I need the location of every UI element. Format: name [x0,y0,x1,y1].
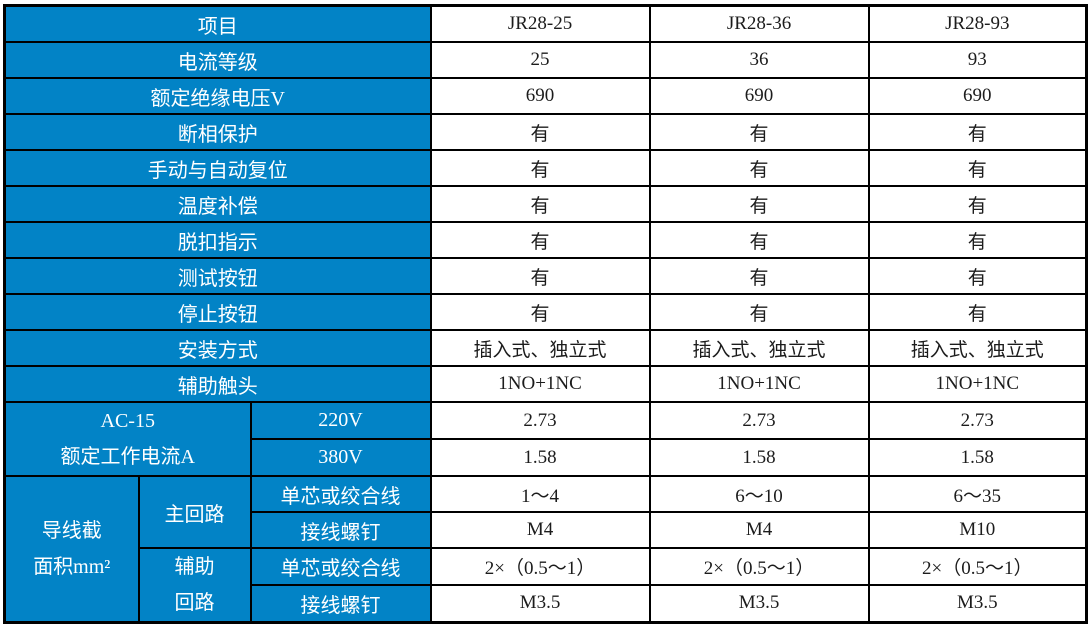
aux-circuit-label-line2: 回路 [174,592,215,614]
row-stop-button: 停止按钮 有 有 有 [3,293,1088,331]
value-cell: 2.73 [648,401,870,440]
value-cell: 1NO+1NC [648,365,870,403]
sub-label-cell-screw: 接线螺钉 [249,583,432,624]
aux-circuit-group-cell: 辅助 回路 [137,547,252,624]
ac15-label-line2: 额定工作电流A [60,446,195,468]
value-cell: 690 [648,77,870,115]
row-label-cell: 辅助触头 [3,365,432,403]
value-cell: 有 [429,293,651,331]
row-label-cell: 断相保护 [3,113,432,151]
header-model-jr28-93: JR28-93 [867,4,1088,43]
sub-label-cell-380v: 380V [249,438,432,477]
value-cell: 有 [429,149,651,187]
row-temperature-compensation: 温度补偿 有 有 有 [3,185,1088,223]
header-row: 项目 JR28-25 JR28-36 JR28-93 [3,4,1088,43]
value-cell: M10 [867,511,1088,549]
value-cell: 有 [867,149,1088,187]
value-cell: 6～10 [648,475,870,513]
row-label-cell: 安装方式 [3,329,432,367]
value-cell: 1.58 [429,438,651,477]
row-manual-auto-reset: 手动与自动复位 有 有 有 [3,149,1088,187]
row-phase-failure-protection: 断相保护 有 有 有 [3,113,1088,151]
row-current-rating: 电流等级 25 36 93 [3,41,1088,79]
value-cell: 有 [648,293,870,331]
value-cell: M3.5 [429,583,651,624]
sub-label-cell-wire-type: 单芯或绞合线 [249,475,432,513]
row-ac15-220v: AC-15 额定工作电流A 220V 2.73 2.73 2.73 [3,401,1088,477]
header-item-cell: 项目 [3,4,432,43]
value-cell: 有 [867,185,1088,223]
value-cell: 93 [867,41,1088,79]
row-auxiliary-contacts: 辅助触头 1NO+1NC 1NO+1NC 1NO+1NC [3,365,1088,403]
sub-label-cell-screw: 接线螺钉 [249,511,432,549]
value-cell: 有 [429,221,651,259]
value-cell: 有 [429,257,651,295]
value-cell: 有 [429,185,651,223]
value-cell: 2.73 [867,401,1088,440]
row-ac15-380v: 380V 1.58 1.58 1.58 [5,438,1088,477]
row-main-circuit-wire: 导线截 面积mm² 主回路 单芯或绞合线 1～4 6～10 6～35 [3,475,1088,624]
value-cell: 1.58 [867,438,1088,477]
value-cell: 690 [867,77,1088,115]
value-cell: 有 [648,185,870,223]
header-model-jr28-25: JR28-25 [429,4,651,43]
row-aux-circuit-screw: 接线螺钉 M3.5 M3.5 M3.5 [5,583,1088,624]
row-label-cell: 停止按钮 [3,293,432,331]
row-aux-circuit-wire: 辅助 回路 单芯或绞合线 2×（0.5～1） 2×（0.5～1） 2×（0.5～… [5,547,1088,624]
value-cell: 2×（0.5～1） [429,547,651,586]
wire-label-line2: 面积mm² [33,556,111,578]
value-cell: 6～35 [867,475,1088,513]
value-cell: 插入式、独立式 [429,329,651,367]
value-cell: 2×（0.5～1） [648,547,870,586]
value-cell: 有 [648,257,870,295]
row-mounting-type: 安装方式 插入式、独立式 插入式、独立式 插入式、独立式 [3,329,1088,367]
value-cell: 25 [429,41,651,79]
value-cell: 2×（0.5～1） [867,547,1088,586]
value-cell: M4 [429,511,651,549]
row-label-cell: 手动与自动复位 [3,149,432,187]
ac15-label-line1: AC-15 [100,410,155,432]
value-cell: 2.73 [429,401,651,440]
spec-table: 项目 JR28-25 JR28-36 JR28-93 电流等级 25 36 93… [3,4,1088,624]
sub-label-cell-wire-type: 单芯或绞合线 [249,547,432,586]
value-cell: M3.5 [648,583,870,624]
header-model-jr28-36: JR28-36 [648,4,870,43]
value-cell: 插入式、独立式 [648,329,870,367]
row-label-cell: 电流等级 [3,41,432,79]
row-rated-insulation-voltage: 额定绝缘电压V 690 690 690 [3,77,1088,115]
row-test-button: 测试按钮 有 有 有 [3,257,1088,295]
ac15-label-cell: AC-15 额定工作电流A [3,401,252,477]
value-cell: 36 [648,41,870,79]
value-cell: 有 [648,221,870,259]
value-cell: 1～4 [429,475,651,513]
wire-section-label-cell: 导线截 面积mm² [3,475,140,624]
row-label-cell: 温度补偿 [3,185,432,223]
value-cell: 有 [648,113,870,151]
value-cell: M3.5 [867,583,1088,624]
value-cell: 1NO+1NC [429,365,651,403]
row-label-cell: 测试按钮 [3,257,432,295]
row-trip-indicator: 脱扣指示 有 有 有 [3,221,1088,259]
value-cell: M4 [648,511,870,549]
row-label-cell: 脱扣指示 [3,221,432,259]
value-cell: 插入式、独立式 [867,329,1088,367]
sub-label-cell-220v: 220V [249,401,432,440]
value-cell: 有 [429,113,651,151]
value-cell: 有 [648,149,870,187]
row-main-circuit-screw: 接线螺钉 M4 M4 M10 [5,511,1088,549]
value-cell: 有 [867,113,1088,151]
value-cell: 有 [867,221,1088,259]
row-label-cell: 额定绝缘电压V [3,77,432,115]
main-circuit-group-cell: 主回路 [137,475,252,549]
value-cell: 1NO+1NC [867,365,1088,403]
value-cell: 1.58 [648,438,870,477]
wire-label-line1: 导线截 [41,520,102,542]
value-cell: 有 [867,293,1088,331]
value-cell: 有 [867,257,1088,295]
value-cell: 690 [429,77,651,115]
aux-circuit-label-line1: 辅助 [174,556,215,578]
